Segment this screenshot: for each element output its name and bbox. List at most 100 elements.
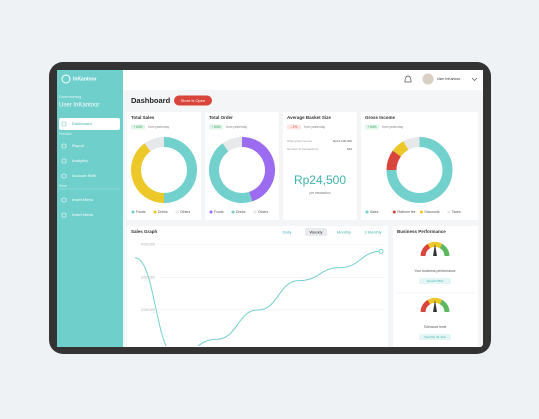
legend-dot (392, 210, 396, 214)
tab-active-bg (305, 228, 327, 236)
legend-label: Foods (214, 210, 224, 214)
sidebar (57, 70, 123, 347)
page-title: Dashboard (131, 96, 171, 105)
legend-label: Platform fee (397, 210, 415, 214)
gauge (420, 241, 450, 313)
legend-dot (131, 210, 135, 214)
nav-item[interactable]: Account Shift (72, 173, 96, 178)
nav-active-bg (59, 118, 120, 130)
performance-badge-text: Growth 95% (427, 279, 444, 283)
metric-label: Number of transactions (287, 147, 319, 151)
bell-icon[interactable] (404, 75, 412, 83)
change-value: + 64% (211, 125, 220, 129)
metric-value: Rp13,230,000 (333, 139, 352, 143)
performance-text: Your business performance (414, 269, 455, 273)
nav-section: Store (59, 184, 67, 188)
legend-dot (153, 210, 157, 214)
tab[interactable]: 3 Monthly (364, 229, 381, 234)
y-tick-label: 2.000.000 (141, 308, 155, 312)
nav-section: Products (59, 132, 72, 136)
big-value: Rp24,500 (294, 173, 346, 187)
nav-item[interactable]: Insert Menu (72, 212, 93, 217)
change-note: from yesterday (148, 125, 169, 129)
user-name: User InKantoor (59, 103, 99, 109)
greeting: Good morning (59, 95, 81, 99)
nav-item[interactable]: Analytics (72, 158, 88, 163)
donut-segment (222, 137, 243, 152)
donut-segment (392, 141, 409, 157)
card-title: Gross Income (365, 115, 396, 120)
topbar (123, 70, 483, 90)
end-point (378, 248, 384, 254)
donut-segment (131, 143, 165, 203)
legend-dot (231, 210, 235, 214)
stat-card (283, 112, 357, 220)
performance-badge (419, 278, 451, 284)
nav-icon (61, 158, 67, 164)
chevron[interactable] (471, 77, 478, 81)
sales-graph-title: Sales Graph (131, 229, 158, 234)
logo-icon (61, 74, 71, 84)
card-title: Total Order (209, 115, 233, 120)
brand: InKantoor (73, 76, 97, 82)
avatar[interactable] (422, 73, 434, 85)
sales-line (134, 250, 382, 346)
donut-segment (386, 137, 453, 203)
donut-segment (163, 137, 197, 203)
nav-item[interactable]: Dashboard (72, 121, 92, 126)
performance-badge (419, 334, 451, 340)
tab[interactable]: Daily (283, 229, 292, 234)
tab[interactable]: Monthly (337, 229, 351, 234)
donut-segment (144, 137, 165, 152)
legend-label: Sales (370, 210, 379, 214)
donut-segment (403, 137, 420, 150)
nav-icon (61, 197, 67, 203)
performance-text: Tolerance level (424, 325, 447, 329)
change-value: - 2% (291, 125, 298, 129)
donut-segment (209, 143, 253, 203)
donut-segment (241, 137, 275, 202)
legend-dot (447, 210, 451, 214)
change-value: + 64% (367, 125, 376, 129)
tab[interactable]: Weekly (309, 229, 322, 234)
plot (134, 250, 382, 346)
status-badge[interactable] (174, 95, 212, 106)
legend-label: Drinks (158, 210, 168, 214)
nav-icon (61, 173, 67, 179)
change-badge (131, 124, 145, 130)
legend-label: Discounts (425, 210, 440, 214)
legend-label: Foods (136, 210, 146, 214)
change-badge (365, 124, 379, 130)
nav-icon (61, 143, 67, 149)
nav-item[interactable]: Report (72, 143, 85, 148)
change-note: from yesterday (382, 125, 403, 129)
big-caption: per transaction (309, 191, 330, 195)
legend-dot (365, 210, 369, 214)
card-title: Average Basket Size (287, 115, 331, 120)
performance-badge-text: Total Rp 24 Juta (424, 335, 446, 339)
topbar-user[interactable]: User InKantoor (437, 77, 461, 81)
metric-value: 540 (347, 147, 352, 151)
change-badge (209, 124, 223, 130)
nav-icon (61, 212, 67, 218)
status-text[interactable]: Store is Open (181, 98, 205, 103)
performance-title: Business Performance (397, 229, 446, 234)
legend-label: Others (180, 210, 190, 214)
change-note: from yesterday (304, 125, 325, 129)
sales-graph-card (127, 226, 388, 347)
legend-dot (209, 210, 213, 214)
change-note: from yesterday (226, 125, 247, 129)
change-value: + 64% (133, 125, 142, 129)
card-title: Total Sales (131, 115, 155, 120)
legend-dot (253, 210, 257, 214)
change-badge (287, 124, 301, 130)
nav-item[interactable]: Insert Menu (72, 197, 93, 202)
legend-label: Taxes (452, 210, 461, 214)
metric-label: Total gross income (287, 139, 312, 143)
legend-label: Others (258, 210, 268, 214)
y-tick-label: 4.000.000 (141, 243, 155, 247)
legend-dot (420, 210, 423, 214)
nav-icon (61, 121, 67, 127)
